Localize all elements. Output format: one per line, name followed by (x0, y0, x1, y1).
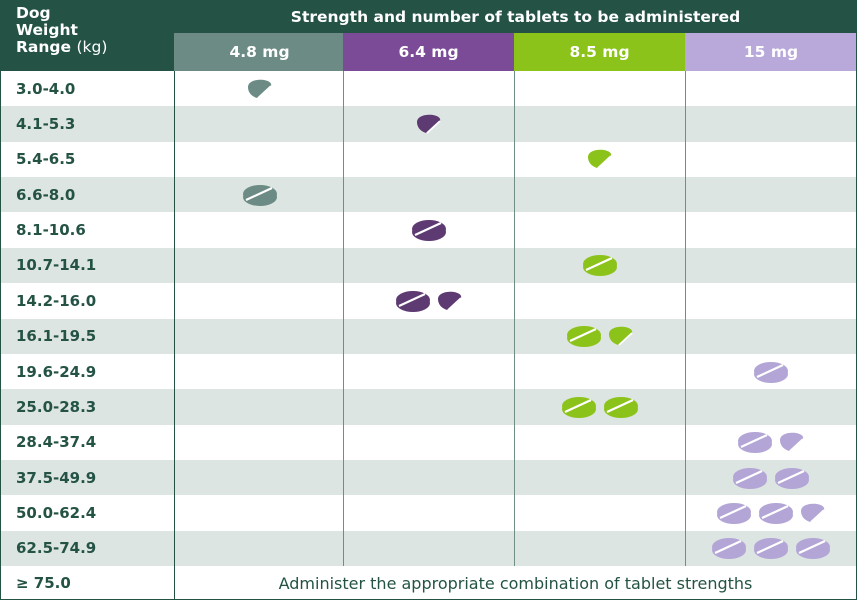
half-tablet-icon (779, 433, 804, 452)
table-row: 5.4-6.5 (0, 141, 857, 178)
column-line (685, 71, 686, 566)
tablet-cell (685, 495, 856, 530)
whole-tablet-icon (561, 396, 596, 418)
weight-range-header: Dog Weight Range (kg) (0, 0, 174, 71)
whole-tablet-icon (732, 467, 767, 489)
whole-tablet-icon (395, 290, 430, 312)
whole-tablet-icon (411, 220, 446, 242)
weight-range-label: 37.5-49.9 (16, 468, 97, 487)
weight-range-label: 28.4-37.4 (16, 433, 97, 452)
table-row-last: ≥ 75.0 Administer the appropriate combin… (0, 566, 857, 600)
table-row: 3.0-4.0 (0, 71, 857, 107)
weight-range-label: 50.0-62.4 (16, 504, 97, 522)
whole-tablet-icon (737, 432, 772, 454)
tablet-cell (174, 71, 345, 106)
tablet-cell (514, 142, 685, 177)
half-tablet-icon (587, 150, 612, 170)
half-tablet-icon (416, 114, 441, 134)
whole-tablet-icon (603, 396, 638, 418)
table-row: 4.1-5.3 (0, 106, 857, 142)
whole-tablet-icon (753, 538, 788, 560)
tablet-cell (685, 425, 856, 460)
tablet-cell (514, 389, 685, 424)
tablet-cell (343, 283, 514, 318)
table-row: 16.1-19.5 (0, 318, 857, 354)
strength-header-15mg: 15 mg (685, 33, 857, 71)
combination-note: Administer the appropriate combination o… (278, 573, 753, 593)
weight-range-label: 5.4-6.5 (16, 150, 76, 169)
weight-range-label: 62.5-74.9 (16, 539, 97, 558)
whole-tablet-icon (566, 326, 601, 348)
whole-tablet-icon (795, 538, 830, 560)
table-title: Strength and number of tablets to be adm… (174, 0, 857, 33)
tablet-cell (514, 248, 685, 283)
column-line (514, 71, 515, 566)
weight-range-label: ≥ 75.0 (16, 574, 71, 592)
weight-range-label: 14.2-16.0 (16, 291, 97, 310)
whole-tablet-icon (758, 503, 793, 524)
strength-header-6-4mg: 6.4 mg (343, 33, 514, 71)
table-row: 37.5-49.9 (0, 459, 857, 496)
whole-tablet-icon (242, 184, 277, 206)
whole-tablet-icon (753, 361, 788, 383)
column-divider (174, 71, 175, 600)
strength-header-8-5mg: 8.5 mg (514, 33, 685, 71)
weight-header-line2: Weight (16, 21, 78, 39)
weight-header-line1: Dog (16, 4, 51, 22)
weight-header-line3: Range (kg) (16, 39, 174, 56)
tablet-cell (174, 177, 345, 212)
whole-tablet-icon (716, 503, 751, 524)
weight-range-label: 8.1-10.6 (16, 221, 86, 240)
table-row: 28.4-37.4 (0, 424, 857, 460)
weight-range-label: 10.7-14.1 (16, 256, 97, 275)
weight-range-label: 6.6-8.0 (16, 185, 76, 204)
tablet-cell (343, 106, 514, 141)
weight-range-label: 16.1-19.5 (16, 327, 97, 346)
whole-tablet-icon (711, 538, 746, 560)
tablet-cell (343, 212, 514, 247)
table-row: 14.2-16.0 (0, 283, 857, 319)
half-tablet-icon (437, 291, 462, 311)
table-row: 19.6-24.9 (0, 353, 857, 390)
table-row: 62.5-74.9 (0, 530, 857, 567)
half-tablet-icon (800, 503, 825, 523)
weight-range-label: 19.6-24.9 (16, 362, 97, 381)
tablet-cell (685, 460, 856, 495)
tablet-cell (685, 531, 856, 566)
tablet-cell (685, 354, 856, 389)
weight-range-label: 4.1-5.3 (16, 115, 76, 134)
table-row: 6.6-8.0 (0, 177, 857, 213)
whole-tablet-icon (774, 467, 809, 489)
weight-header-unit: (kg) (76, 38, 108, 56)
whole-tablet-icon (582, 255, 617, 277)
table-row: 10.7-14.1 (0, 247, 857, 284)
weight-range-label: 25.0-28.3 (16, 397, 97, 416)
tablet-cell (514, 319, 685, 354)
table-row: 50.0-62.4 (0, 495, 857, 531)
column-line (343, 71, 344, 566)
half-tablet-icon (247, 79, 272, 99)
table-row: 8.1-10.6 (0, 212, 857, 248)
weight-header-range: Range (16, 38, 72, 56)
half-tablet-icon (608, 326, 633, 346)
table-row: 25.0-28.3 (0, 389, 857, 425)
weight-range-label: 3.0-4.0 (16, 79, 76, 98)
strength-header-4-8mg: 4.8 mg (174, 33, 345, 71)
